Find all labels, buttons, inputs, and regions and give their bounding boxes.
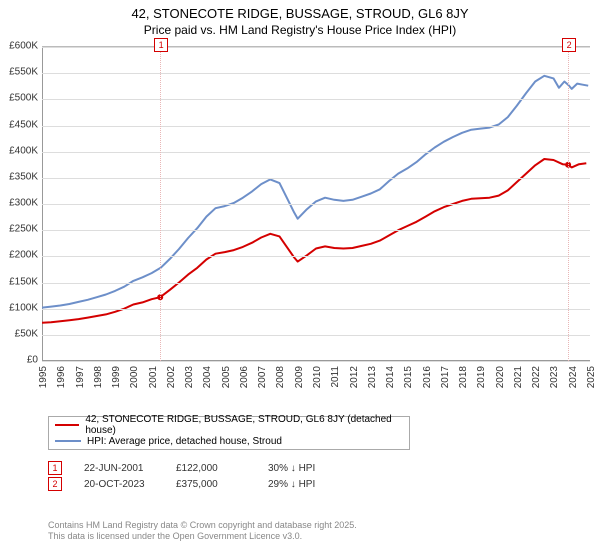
x-tick-label: 2015 bbox=[403, 366, 414, 388]
y-tick-label: £550K bbox=[0, 67, 38, 78]
marker-line bbox=[568, 47, 569, 361]
x-tick-label: 2025 bbox=[586, 366, 597, 388]
legend-swatch bbox=[55, 440, 81, 442]
x-tick-label: 2023 bbox=[549, 366, 560, 388]
y-tick-label: £0 bbox=[0, 355, 38, 366]
note-row: 1 22-JUN-2001£122,00030% ↓ HPI bbox=[48, 460, 360, 476]
series-price_paid bbox=[42, 159, 586, 323]
license-line2: This data is licensed under the Open Gov… bbox=[48, 531, 357, 542]
note-price: £122,000 bbox=[176, 463, 268, 474]
gridline bbox=[42, 178, 590, 179]
note-delta: 29% ↓ HPI bbox=[268, 479, 360, 490]
y-tick-label: £200K bbox=[0, 250, 38, 261]
x-tick-label: 2004 bbox=[202, 366, 213, 388]
note-delta: 30% ↓ HPI bbox=[268, 463, 360, 474]
titles: 42, STONECOTE RIDGE, BUSSAGE, STROUD, GL… bbox=[0, 0, 600, 37]
x-tick-label: 2014 bbox=[385, 366, 396, 388]
x-tick-label: 2013 bbox=[367, 366, 378, 388]
gridline bbox=[42, 230, 590, 231]
x-tick-label: 2003 bbox=[184, 366, 195, 388]
x-tick-label: 2022 bbox=[531, 366, 542, 388]
note-date: 22-JUN-2001 bbox=[84, 463, 176, 474]
y-tick-label: £400K bbox=[0, 145, 38, 156]
x-tick-label: 2021 bbox=[513, 366, 524, 388]
chart-container: { "title_line1": "42, STONECOTE RIDGE, B… bbox=[0, 0, 600, 560]
x-tick-label: 1995 bbox=[38, 366, 49, 388]
gridline bbox=[42, 47, 590, 48]
legend-row: 42, STONECOTE RIDGE, BUSSAGE, STROUD, GL… bbox=[49, 417, 409, 433]
license-text: Contains HM Land Registry data © Crown c… bbox=[48, 520, 357, 543]
y-tick-label: £300K bbox=[0, 198, 38, 209]
sale-notes: 1 22-JUN-2001£122,00030% ↓ HPI 2 20-OCT-202… bbox=[48, 460, 360, 492]
license-line1: Contains HM Land Registry data © Crown c… bbox=[48, 520, 357, 531]
y-tick-label: £50K bbox=[0, 328, 38, 339]
x-tick-label: 2016 bbox=[422, 366, 433, 388]
x-tick-label: 2005 bbox=[221, 366, 232, 388]
x-tick-label: 2002 bbox=[166, 366, 177, 388]
gridline bbox=[42, 256, 590, 257]
y-tick-label: £600K bbox=[0, 41, 38, 52]
x-tick-label: 2009 bbox=[294, 366, 305, 388]
x-tick-label: 2010 bbox=[312, 366, 323, 388]
x-tick-label: 2017 bbox=[440, 366, 451, 388]
title-line2: Price paid vs. HM Land Registry's House … bbox=[0, 23, 600, 37]
gridline bbox=[42, 126, 590, 127]
title-line1: 42, STONECOTE RIDGE, BUSSAGE, STROUD, GL… bbox=[0, 6, 600, 21]
x-tick-label: 2008 bbox=[275, 366, 286, 388]
legend: 42, STONECOTE RIDGE, BUSSAGE, STROUD, GL… bbox=[48, 416, 410, 450]
legend-label: HPI: Average price, detached house, Stro… bbox=[87, 436, 282, 447]
y-tick-label: £350K bbox=[0, 171, 38, 182]
y-tick-label: £250K bbox=[0, 224, 38, 235]
legend-swatch bbox=[55, 424, 79, 426]
gridline bbox=[42, 309, 590, 310]
note-row: 2 20-OCT-2023£375,00029% ↓ HPI bbox=[48, 476, 360, 492]
x-tick-label: 1997 bbox=[75, 366, 86, 388]
gridline bbox=[42, 99, 590, 100]
x-tick-label: 1999 bbox=[111, 366, 122, 388]
note-marker: 2 bbox=[48, 477, 62, 491]
y-tick-label: £100K bbox=[0, 302, 38, 313]
gridline bbox=[42, 283, 590, 284]
x-tick-label: 2007 bbox=[257, 366, 268, 388]
y-tick-label: £500K bbox=[0, 93, 38, 104]
x-tick-label: 2018 bbox=[458, 366, 469, 388]
y-tick-label: £450K bbox=[0, 119, 38, 130]
x-tick-label: 1998 bbox=[93, 366, 104, 388]
marker-box: 1 bbox=[154, 38, 168, 52]
x-tick-label: 2019 bbox=[476, 366, 487, 388]
legend-label: 42, STONECOTE RIDGE, BUSSAGE, STROUD, GL… bbox=[85, 414, 403, 436]
note-marker: 1 bbox=[48, 461, 62, 475]
plot-area bbox=[42, 46, 590, 361]
gridline bbox=[42, 361, 590, 362]
gridline bbox=[42, 204, 590, 205]
marker-box: 2 bbox=[562, 38, 576, 52]
x-tick-label: 2011 bbox=[330, 366, 341, 388]
x-tick-label: 1996 bbox=[56, 366, 67, 388]
gridline bbox=[42, 73, 590, 74]
y-tick-label: £150K bbox=[0, 276, 38, 287]
note-price: £375,000 bbox=[176, 479, 268, 490]
x-tick-label: 2001 bbox=[148, 366, 159, 388]
x-tick-label: 2012 bbox=[349, 366, 360, 388]
x-tick-label: 2020 bbox=[495, 366, 506, 388]
x-tick-label: 2006 bbox=[239, 366, 250, 388]
note-date: 20-OCT-2023 bbox=[84, 479, 176, 490]
gridline bbox=[42, 152, 590, 153]
marker-line bbox=[160, 47, 161, 361]
x-tick-label: 2000 bbox=[129, 366, 140, 388]
x-tick-label: 2024 bbox=[568, 366, 579, 388]
gridline bbox=[42, 335, 590, 336]
